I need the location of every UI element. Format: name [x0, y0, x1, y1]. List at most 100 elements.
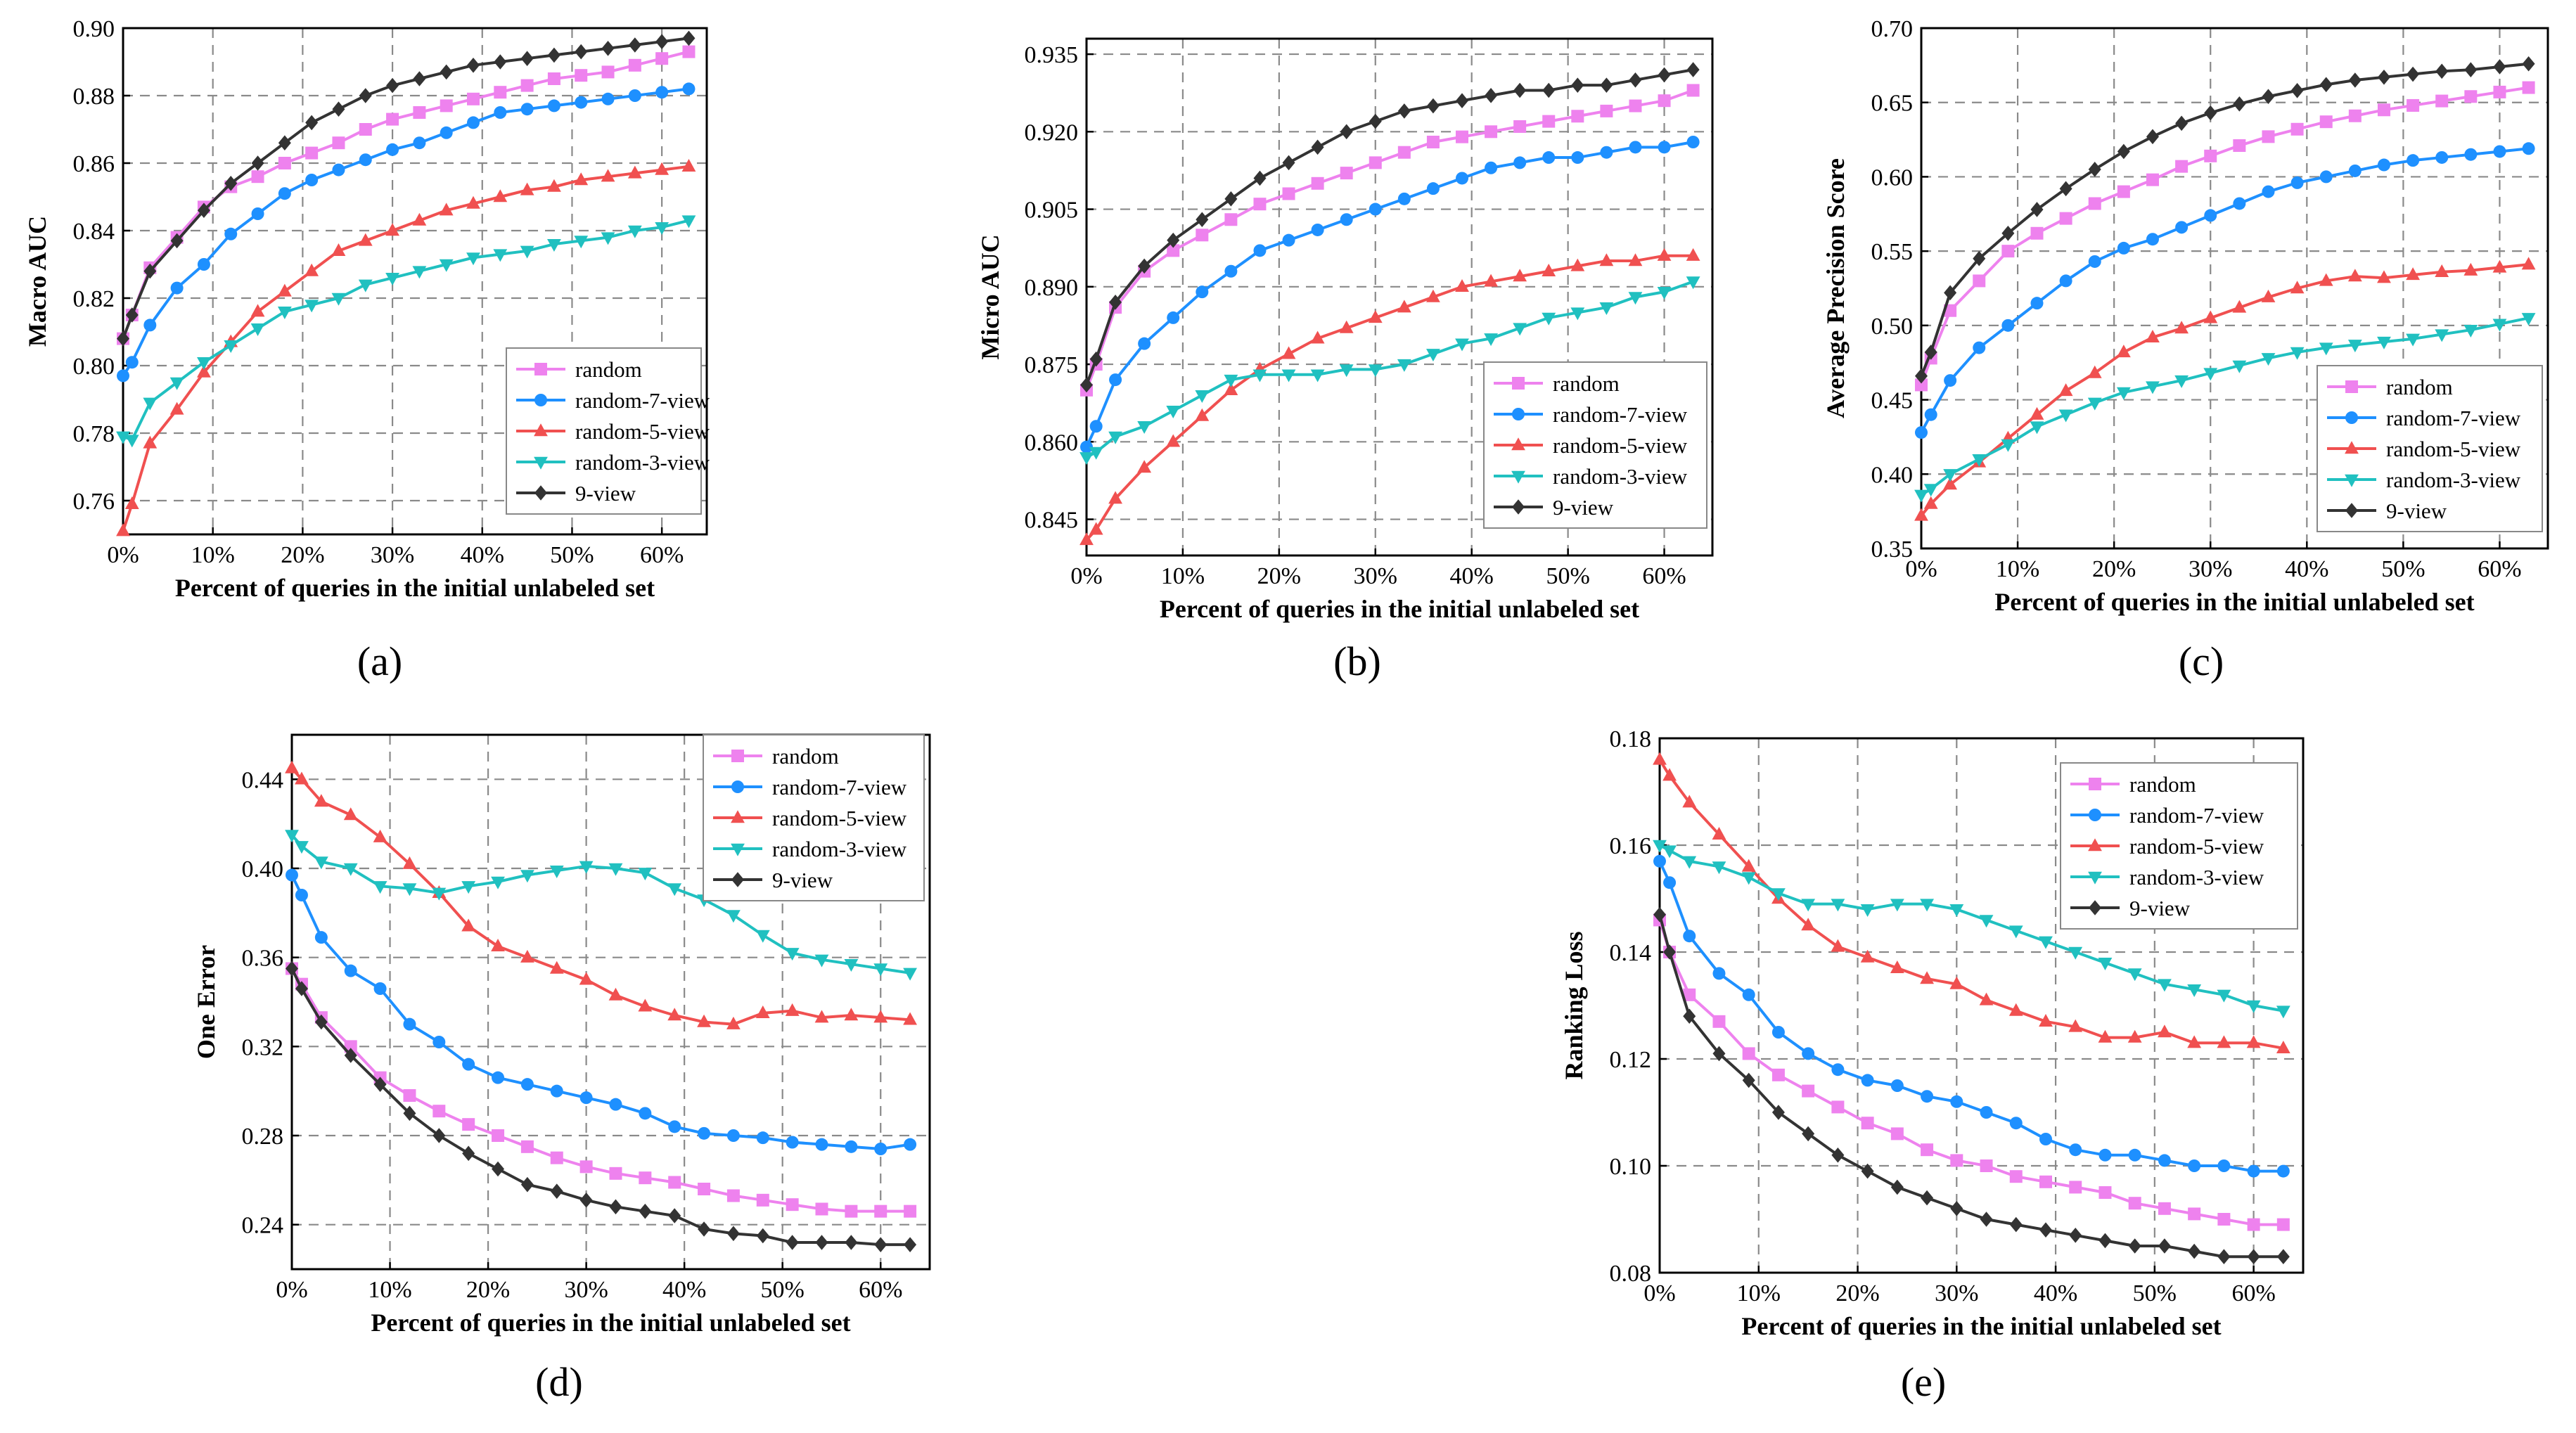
data-point: [1079, 452, 1094, 465]
y-tick-label: 0.88: [73, 84, 115, 110]
data-point: [285, 830, 299, 843]
legend: random random-7-view random-5-view random-3…: [1483, 361, 1707, 529]
data-point: [639, 1171, 652, 1185]
data-point: [1653, 854, 1666, 868]
data-point: [344, 1048, 357, 1063]
data-point: [169, 377, 184, 390]
legend: random random-7-view random-5-view random-3…: [703, 734, 925, 901]
data-point: [682, 45, 696, 58]
data-point: [251, 155, 264, 171]
data-point: [1224, 374, 1238, 387]
data-point: [628, 89, 641, 102]
data-point: [462, 1145, 475, 1162]
data-point: [1485, 161, 1498, 174]
data-point: [413, 71, 426, 86]
legend-entry: random-3-view: [575, 450, 710, 475]
data-point: [2246, 1035, 2261, 1048]
legend-swatch-marker: [2345, 380, 2358, 393]
legend-swatch-marker: [534, 363, 547, 375]
data-point: [494, 106, 507, 119]
data-point: [2030, 406, 2044, 420]
data-point: [2088, 255, 2101, 268]
data-point: [1339, 364, 1354, 378]
data-point: [1712, 1015, 1726, 1028]
series-line-random-7-view: [290, 874, 911, 1151]
data-point: [1455, 338, 1469, 352]
grid: [1660, 738, 2303, 1273]
x-tick-label: 60%: [2478, 556, 2521, 582]
data-point: [1683, 988, 1696, 1001]
data-point: [169, 401, 184, 415]
data-point: [1484, 333, 1498, 347]
data-point: [2348, 109, 2362, 122]
legend: random random-7-view random-5-view random-3…: [2317, 365, 2543, 532]
data-point: [2058, 383, 2073, 397]
data-point: [1979, 992, 1994, 1005]
series-line-random: [122, 50, 689, 340]
data-point: [1921, 1090, 1934, 1103]
series-random-3-view: [1653, 840, 2290, 1019]
data-point: [373, 881, 387, 894]
data-point: [755, 1005, 770, 1019]
data-point: [2001, 225, 2015, 241]
data-point: [2290, 281, 2305, 294]
data-point: [116, 431, 130, 444]
data-point: [2158, 1024, 2172, 1038]
data-point: [1281, 369, 1296, 383]
legend-swatch-marker: [731, 780, 744, 793]
data-point: [1686, 276, 1700, 290]
data-point: [873, 963, 888, 977]
data-point: [1109, 301, 1122, 314]
data-point: [432, 1105, 446, 1118]
data-point: [1455, 279, 1469, 292]
data-point: [2128, 1148, 2141, 1162]
data-point: [1663, 946, 1677, 958]
data-point: [1079, 532, 1094, 546]
data-point: [785, 948, 800, 961]
data-point: [638, 998, 653, 1012]
data-point: [1771, 1026, 1785, 1039]
legend-swatch-marker: [2088, 871, 2102, 885]
y-tick-label: 0.65: [1871, 91, 1914, 117]
y-tick-label: 0.36: [242, 946, 284, 972]
legend-swatch-marker: [1512, 499, 1525, 515]
data-point: [1542, 82, 1556, 98]
y-tick-label: 0.920: [1025, 120, 1079, 146]
data-point: [639, 1107, 652, 1120]
data-point: [1653, 907, 1666, 923]
data-point: [2117, 185, 2130, 198]
data-point: [2407, 98, 2420, 112]
data-point: [332, 136, 345, 150]
x-tick-label: 0%: [1070, 563, 1102, 589]
data-point: [358, 233, 373, 246]
x-tick-label: 60%: [2231, 1280, 2275, 1306]
data-point: [403, 1105, 416, 1122]
data-point: [344, 1040, 357, 1053]
data-point: [1485, 88, 1498, 103]
data-point: [432, 887, 447, 901]
data-point: [2347, 269, 2362, 282]
data-point: [1802, 1047, 1815, 1060]
data-point: [2493, 85, 2506, 98]
data-point: [2001, 319, 2015, 332]
data-point: [295, 977, 308, 991]
data-point: [1311, 139, 1324, 155]
data-point: [698, 1126, 711, 1140]
axis-ticks: 0% 10% 20% 30% 40% 50% 60% 0.24 0.28 0.32 0.36 0.40…: [242, 767, 903, 1303]
data-point: [2039, 1175, 2052, 1188]
data-point: [1628, 253, 1643, 266]
data-point: [117, 332, 129, 345]
data-point: [224, 334, 238, 347]
chart-panel-3: 0% 10% 20% 30% 40% 50% 60% 0.24 0.28 0.32 0.36 0.40…: [192, 733, 931, 1337]
data-point: [579, 972, 594, 985]
data-point: [2348, 164, 2362, 177]
data-point: [143, 435, 158, 449]
data-point: [2146, 381, 2160, 394]
data-point: [494, 86, 507, 99]
y-tick-label: 0.845: [1025, 508, 1079, 534]
data-point: [373, 982, 387, 995]
data-point: [786, 1136, 799, 1149]
data-point: [143, 397, 158, 411]
data-point: [359, 88, 372, 103]
